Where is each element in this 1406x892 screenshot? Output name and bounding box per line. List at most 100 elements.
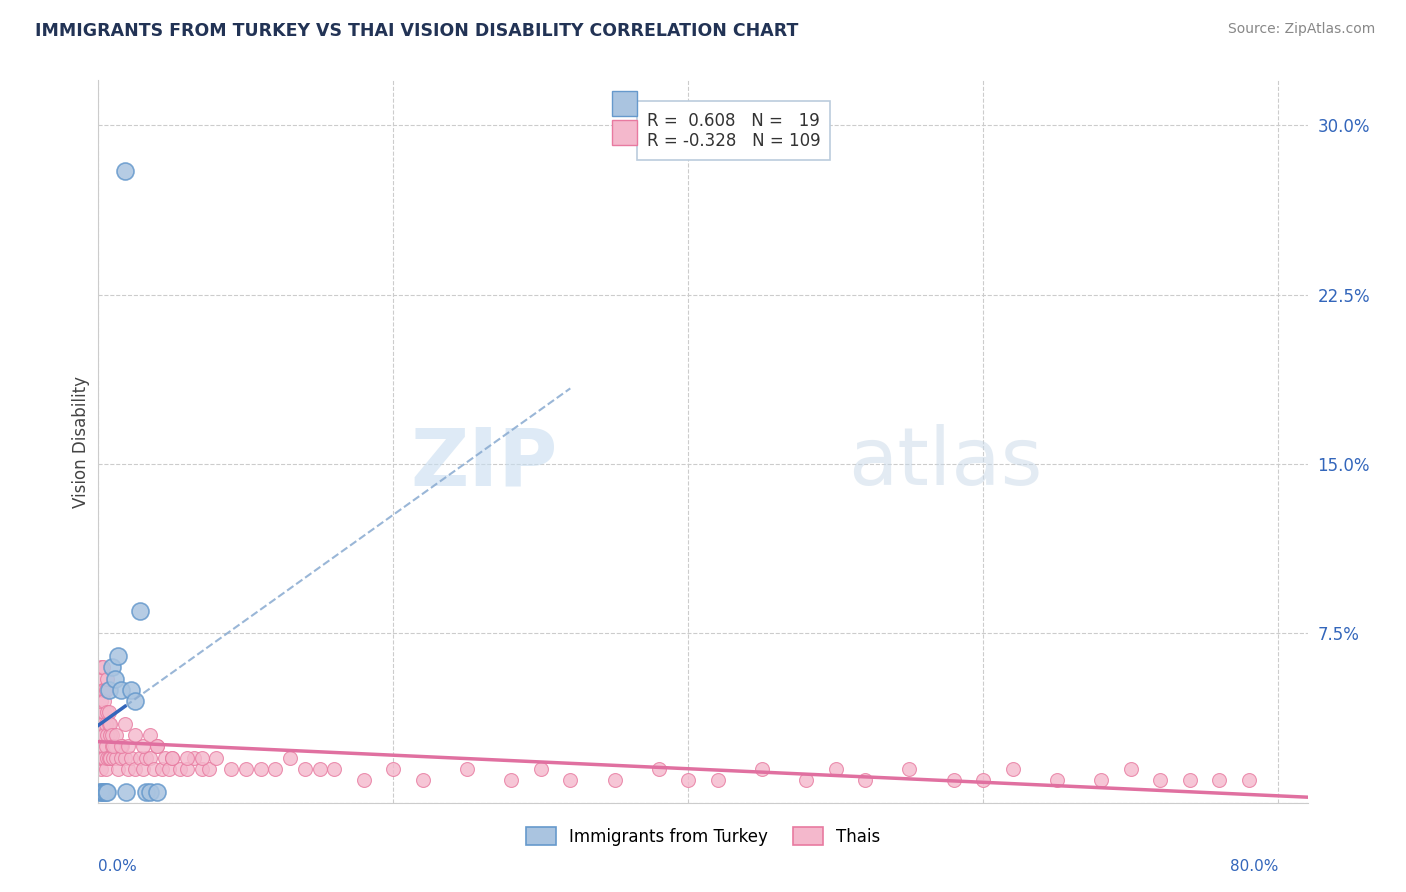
Point: [93, 682, 115, 697]
Point: [90, 784, 112, 798]
Point: [93, 750, 115, 764]
Point: [1178, 773, 1201, 788]
Point: [264, 762, 287, 776]
Point: [1046, 773, 1069, 788]
Point: [169, 762, 191, 776]
Point: [412, 773, 434, 788]
Point: [972, 773, 994, 788]
Point: [94, 784, 117, 798]
Point: [1237, 773, 1260, 788]
Point: [219, 762, 242, 776]
Point: [96, 750, 118, 764]
Point: [1149, 773, 1171, 788]
Point: [139, 728, 162, 742]
Point: [160, 750, 183, 764]
Legend: Immigrants from Turkey, Thais: Immigrants from Turkey, Thais: [519, 821, 887, 852]
Point: [96, 784, 118, 798]
Point: [530, 762, 553, 776]
Point: [1090, 773, 1112, 788]
Point: [205, 750, 228, 764]
Point: [89, 728, 111, 742]
Point: [117, 739, 139, 754]
Point: [560, 773, 582, 788]
Point: [90, 660, 112, 674]
Point: [323, 762, 346, 776]
Point: [114, 716, 136, 731]
Point: [124, 728, 146, 742]
Point: [131, 762, 153, 776]
Point: [648, 762, 671, 776]
Point: [89, 784, 111, 798]
Point: [93, 694, 115, 708]
Point: [1119, 762, 1142, 776]
Y-axis label: Vision Disability: Vision Disability: [72, 376, 90, 508]
Point: [110, 682, 132, 697]
Text: atlas: atlas: [848, 425, 1042, 502]
Point: [139, 784, 162, 798]
Point: [353, 773, 375, 788]
Point: [160, 750, 183, 764]
Point: [98, 728, 121, 742]
Point: [91, 660, 114, 674]
Point: [107, 648, 129, 663]
Point: [94, 762, 117, 776]
Point: [94, 682, 117, 697]
Point: [706, 773, 728, 788]
Point: [131, 739, 153, 754]
Point: [150, 762, 173, 776]
Point: [190, 750, 212, 764]
Point: [97, 750, 120, 764]
Point: [294, 762, 316, 776]
Point: [1001, 762, 1024, 776]
Point: [117, 762, 139, 776]
Point: [96, 706, 118, 720]
Point: [104, 672, 127, 686]
Point: [90, 762, 112, 776]
Point: [678, 773, 700, 788]
Point: [751, 762, 773, 776]
Point: [128, 604, 150, 618]
Point: [90, 706, 112, 720]
Point: [794, 773, 817, 788]
Point: [97, 716, 120, 731]
Point: [89, 750, 111, 764]
Point: [176, 750, 198, 764]
Point: [308, 762, 330, 776]
Point: [128, 750, 150, 764]
Point: [183, 750, 205, 764]
Point: [382, 762, 405, 776]
Point: [603, 773, 626, 788]
Point: [114, 163, 136, 178]
Point: [198, 762, 221, 776]
Point: [90, 694, 112, 708]
Text: Source: ZipAtlas.com: Source: ZipAtlas.com: [1227, 22, 1375, 37]
Point: [143, 762, 166, 776]
Point: [124, 762, 146, 776]
Point: [157, 762, 180, 776]
Point: [100, 728, 122, 742]
Point: [91, 716, 114, 731]
Point: [90, 728, 112, 742]
Point: [97, 706, 120, 720]
Point: [120, 750, 142, 764]
Point: [101, 739, 124, 754]
Point: [249, 762, 271, 776]
Point: [93, 706, 115, 720]
Point: [105, 728, 128, 742]
Point: [93, 784, 115, 798]
Text: 0.0%: 0.0%: [98, 859, 138, 874]
Text: R =  0.608   N =   19
R = -0.328   N = 109: R = 0.608 N = 19 R = -0.328 N = 109: [647, 112, 820, 150]
Point: [91, 784, 114, 798]
Point: [898, 762, 921, 776]
Point: [114, 750, 136, 764]
Point: [1208, 773, 1230, 788]
Point: [278, 750, 301, 764]
Point: [146, 739, 169, 754]
Point: [146, 739, 169, 754]
Text: 80.0%: 80.0%: [1230, 859, 1278, 874]
Point: [90, 750, 112, 764]
Point: [98, 750, 121, 764]
Point: [176, 762, 198, 776]
Point: [135, 784, 157, 798]
Point: [456, 762, 478, 776]
